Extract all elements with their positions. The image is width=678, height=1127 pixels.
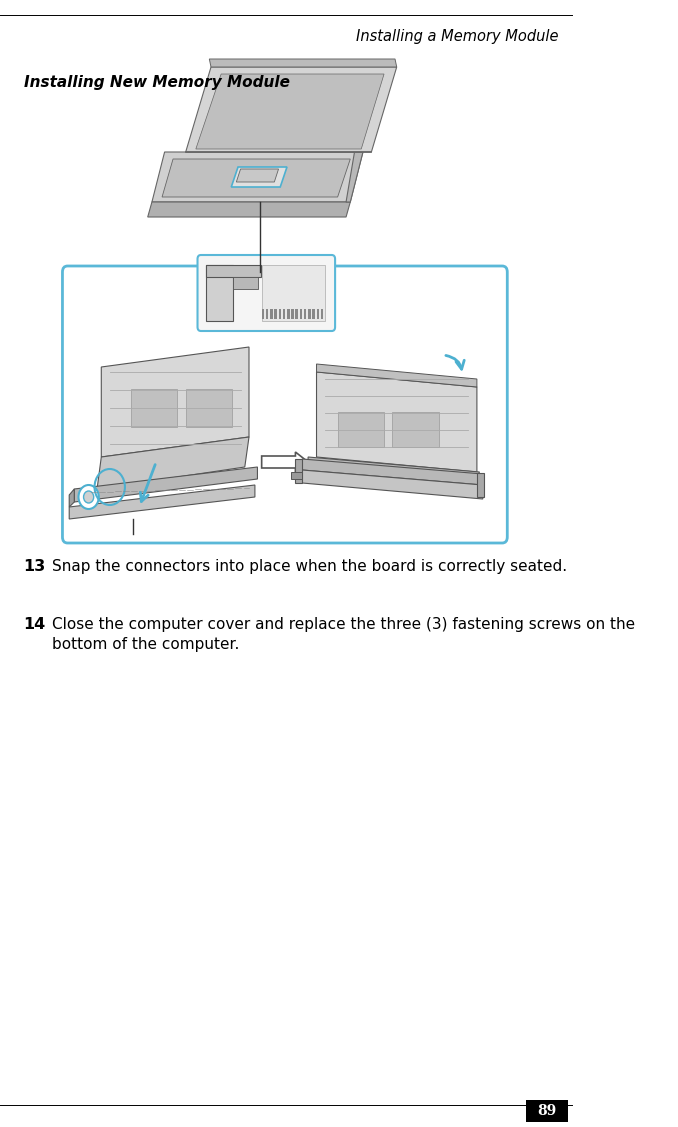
- Bar: [292, 309, 294, 319]
- Bar: [300, 309, 302, 319]
- Bar: [321, 309, 323, 319]
- Polygon shape: [152, 152, 363, 202]
- Polygon shape: [346, 152, 363, 202]
- Bar: [287, 309, 290, 319]
- Bar: [206, 265, 233, 321]
- Bar: [292, 309, 294, 319]
- Polygon shape: [69, 489, 75, 507]
- Bar: [275, 309, 277, 319]
- Polygon shape: [69, 485, 255, 520]
- Bar: [308, 309, 311, 319]
- Polygon shape: [302, 459, 483, 485]
- Bar: [313, 309, 315, 319]
- Polygon shape: [196, 74, 384, 149]
- Bar: [266, 309, 268, 319]
- Polygon shape: [237, 169, 279, 181]
- Text: Installing a Memory Module: Installing a Memory Module: [356, 29, 559, 44]
- Text: 89: 89: [538, 1104, 557, 1118]
- Text: Installing New Memory Module: Installing New Memory Module: [24, 76, 290, 90]
- Bar: [300, 309, 302, 319]
- Bar: [206, 265, 261, 277]
- Bar: [279, 309, 281, 319]
- Bar: [317, 309, 319, 319]
- Text: bottom of the computer.: bottom of the computer.: [52, 637, 240, 653]
- FancyBboxPatch shape: [197, 255, 335, 331]
- Polygon shape: [317, 364, 477, 387]
- Circle shape: [83, 491, 94, 503]
- Bar: [270, 309, 273, 319]
- Bar: [270, 309, 273, 319]
- Bar: [296, 309, 298, 319]
- Bar: [313, 309, 315, 319]
- Polygon shape: [186, 66, 397, 152]
- Bar: [338, 412, 384, 447]
- Bar: [275, 309, 277, 319]
- Bar: [262, 309, 264, 319]
- Text: 14: 14: [24, 616, 46, 632]
- Bar: [526, 1100, 568, 1122]
- Bar: [262, 309, 264, 319]
- Text: 13: 13: [24, 559, 46, 574]
- Polygon shape: [292, 472, 302, 479]
- Polygon shape: [75, 467, 258, 502]
- Bar: [296, 309, 298, 319]
- Polygon shape: [317, 372, 477, 472]
- Polygon shape: [231, 167, 287, 187]
- Circle shape: [79, 485, 99, 509]
- Bar: [321, 309, 323, 319]
- FancyArrow shape: [262, 452, 308, 472]
- Bar: [393, 412, 439, 447]
- Bar: [304, 309, 306, 319]
- Bar: [279, 309, 281, 319]
- Bar: [317, 309, 319, 319]
- Text: Snap the connectors into place when the board is correctly seated.: Snap the connectors into place when the …: [52, 559, 567, 574]
- Polygon shape: [210, 59, 397, 66]
- Bar: [283, 309, 285, 319]
- Bar: [266, 309, 268, 319]
- FancyBboxPatch shape: [62, 266, 507, 543]
- Polygon shape: [84, 469, 253, 497]
- Polygon shape: [101, 347, 249, 458]
- Polygon shape: [477, 473, 483, 497]
- Bar: [186, 389, 232, 427]
- Polygon shape: [162, 159, 351, 197]
- Bar: [131, 389, 177, 427]
- Polygon shape: [308, 458, 479, 479]
- Bar: [287, 309, 290, 319]
- Polygon shape: [296, 459, 302, 483]
- Bar: [308, 309, 311, 319]
- Bar: [283, 309, 285, 319]
- Polygon shape: [148, 202, 351, 218]
- Text: Close the computer cover and replace the three (3) fastening screws on the: Close the computer cover and replace the…: [52, 616, 635, 632]
- Polygon shape: [97, 437, 249, 489]
- Bar: [262, 265, 325, 321]
- Polygon shape: [302, 470, 483, 499]
- Bar: [233, 277, 258, 289]
- Bar: [304, 309, 306, 319]
